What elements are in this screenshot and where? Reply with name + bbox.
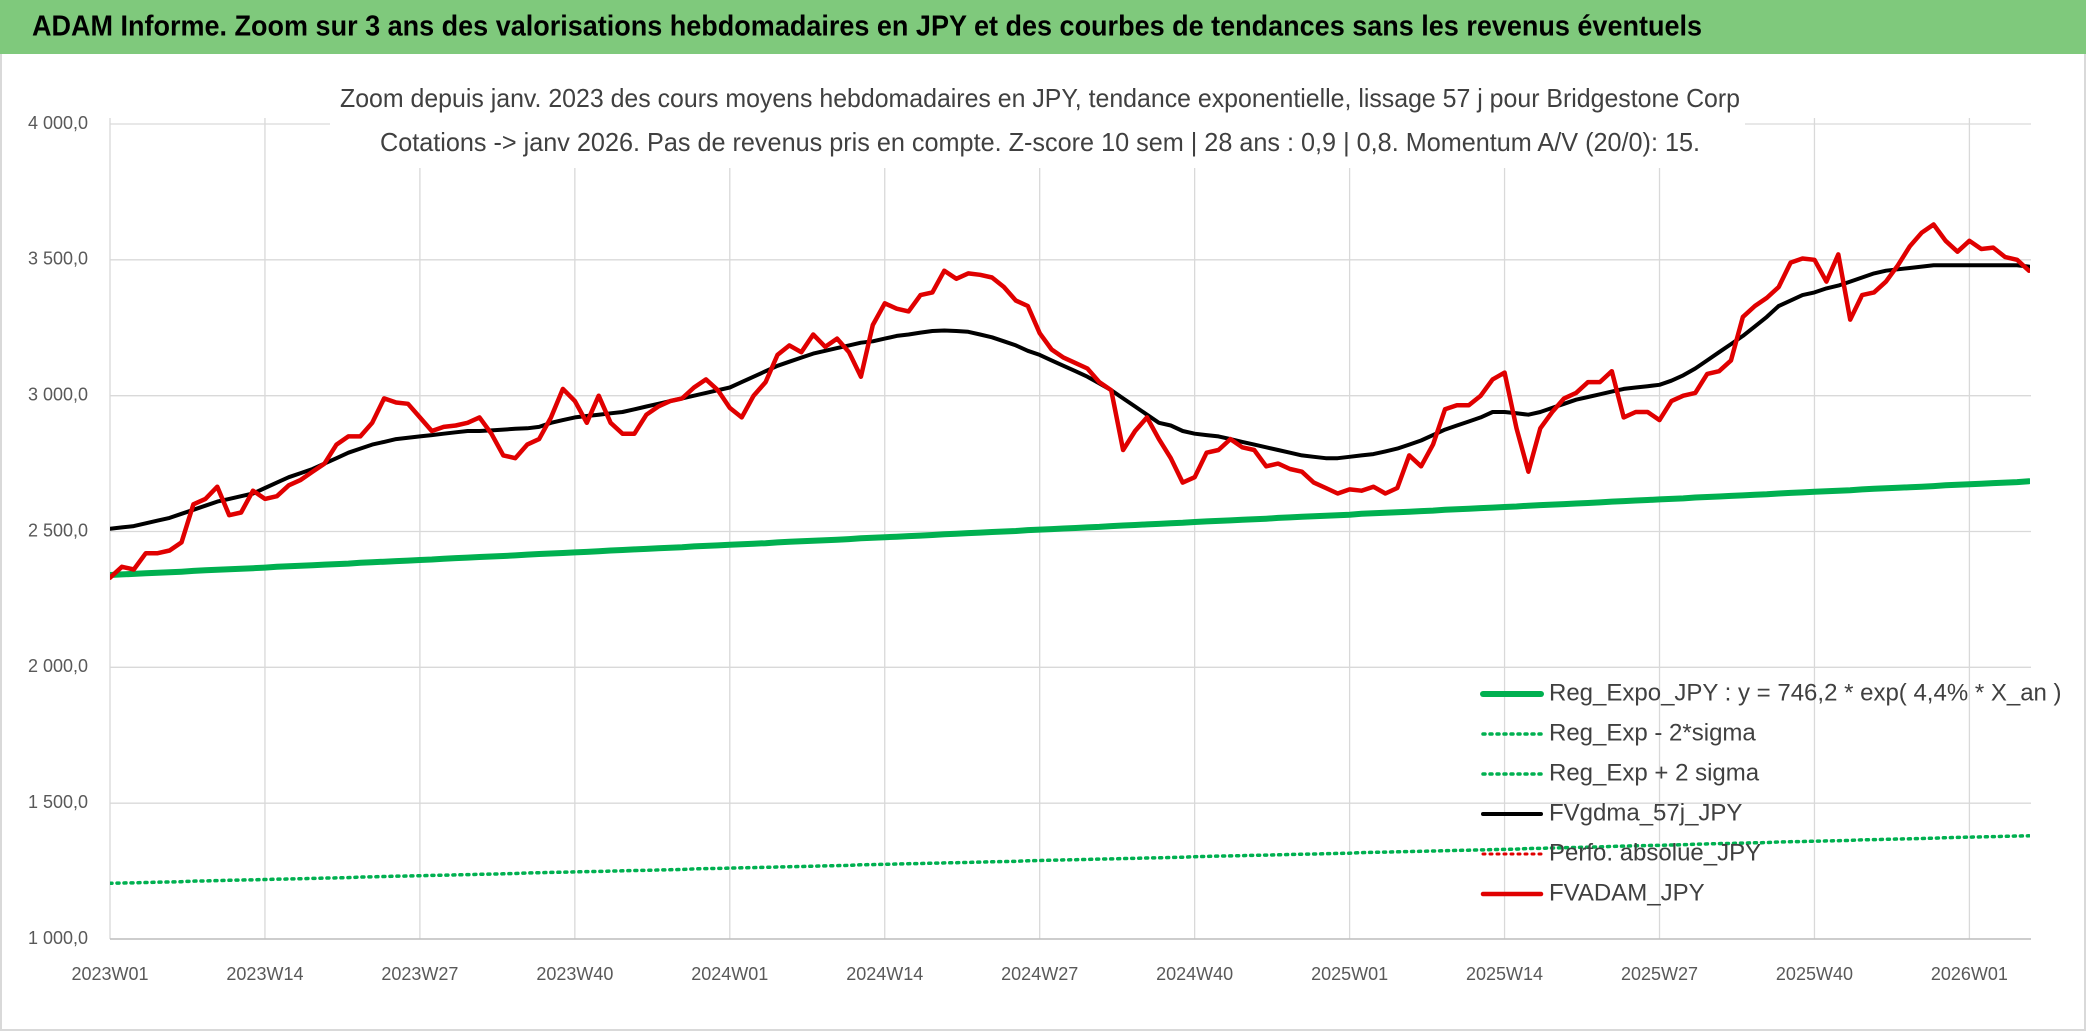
y-tick-label: 2 500,0 [28, 520, 88, 540]
x-tick-label: 2025W27 [1621, 964, 1698, 984]
legend-label: Perfo. absolue_JPY [1549, 839, 1761, 866]
legend-label: Reg_Exp + 2 sigma [1549, 759, 1760, 786]
y-tick-label: 4 000,0 [28, 113, 88, 133]
x-tick-label: 2024W14 [846, 964, 923, 984]
x-tick-label: 2025W01 [1311, 964, 1388, 984]
legend: Reg_Expo_JPY : y = 746,2 * exp( 4,4% * X… [1480, 679, 2062, 906]
title-box [330, 78, 1745, 168]
y-tick-label: 3 500,0 [28, 249, 88, 269]
x-tick-label: 2025W40 [1776, 964, 1853, 984]
plot [110, 222, 2030, 886]
x-tick-label: 2023W27 [381, 964, 458, 984]
legend-label: Reg_Exp - 2*sigma [1549, 719, 1756, 746]
series-line [110, 834, 2030, 886]
chart-title: Zoom depuis janv. 2023 des cours moyens … [340, 83, 1740, 113]
x-tick-label: 2023W40 [536, 964, 613, 984]
x-tick-label: 2024W27 [1001, 964, 1078, 984]
x-tick-label: 2024W01 [691, 964, 768, 984]
y-tick-label: 1 000,0 [28, 928, 88, 948]
legend-label: Reg_Expo_JPY : y = 746,2 * exp( 4,4% * X… [1549, 679, 2062, 706]
y-tick-label: 3 000,0 [28, 384, 88, 404]
series-line [110, 222, 2030, 580]
y-tick-label: 2 000,0 [28, 656, 88, 676]
legend-label: FVADAM_JPY [1549, 879, 1705, 906]
chart-subtitle: Cotations -> janv 2026. Pas de revenus p… [380, 127, 1700, 157]
x-tick-label: 2024W40 [1156, 964, 1233, 984]
x-tick-label: 2023W14 [226, 964, 303, 984]
series-line [110, 478, 2030, 578]
y-tick-label: 1 500,0 [28, 792, 88, 812]
header-bar [0, 0, 2086, 54]
header-title: ADAM Informe. Zoom sur 3 ans des valoris… [32, 11, 1702, 43]
grid: 1 000,0 1 500,0 2 000,0 2 500,0 3 000,0 3 500… [28, 113, 2031, 984]
x-tick-label: 2023W01 [71, 964, 148, 984]
x-tick-label: 2026W01 [1931, 964, 2008, 984]
x-tick-label: 2025W14 [1466, 964, 1543, 984]
legend-label: FVgdma_57j_JPY [1549, 799, 1742, 826]
series-line [110, 263, 2030, 531]
